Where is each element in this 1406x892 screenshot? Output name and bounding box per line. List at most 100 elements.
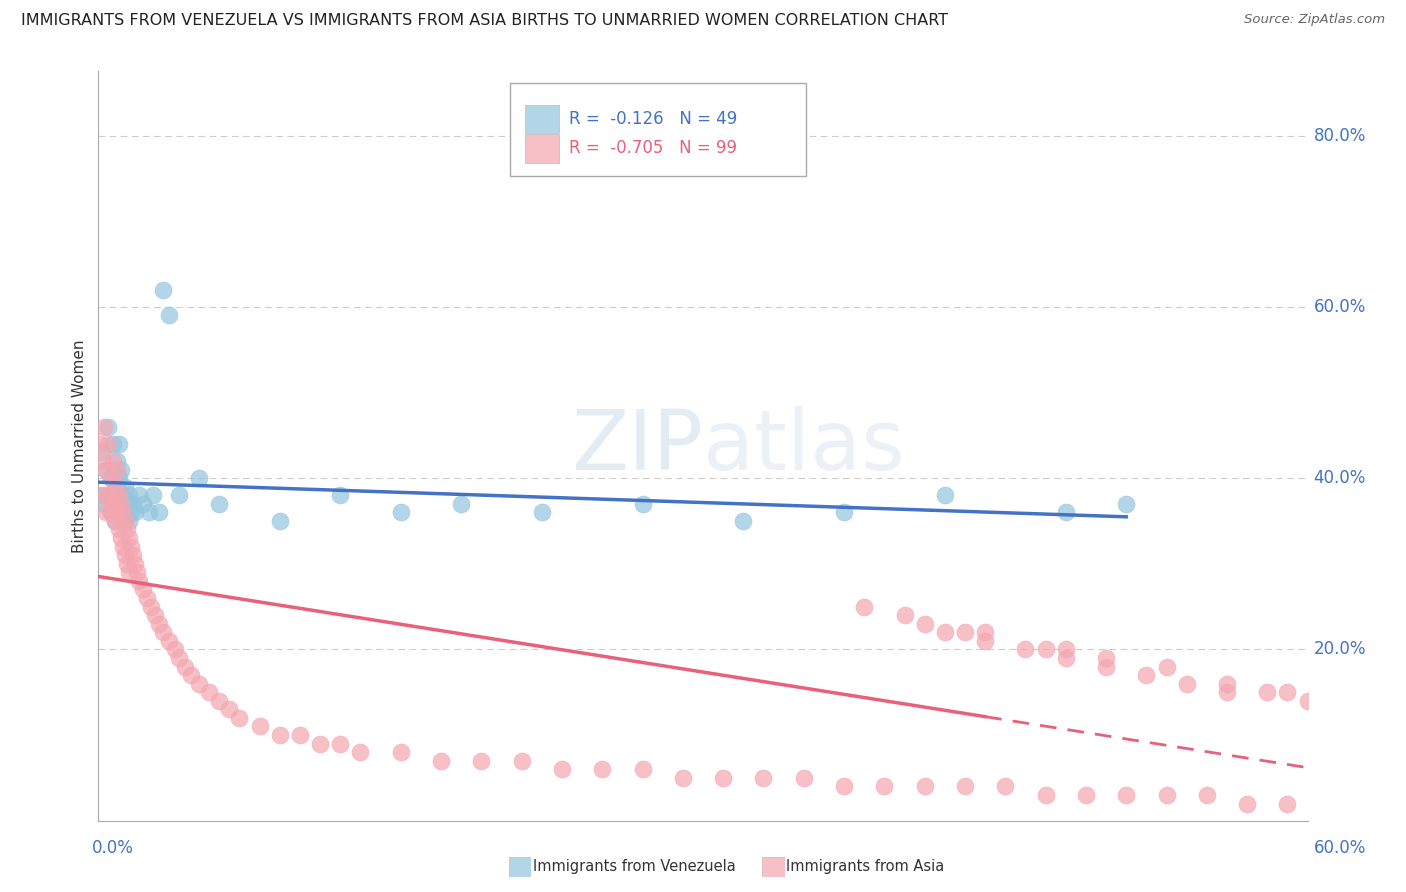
- Point: [1236, 797, 1258, 811]
- Point: [430, 754, 453, 768]
- Point: [110, 497, 132, 511]
- Point: [188, 676, 211, 690]
- Text: 60.0%: 60.0%: [1313, 839, 1367, 857]
- Point: [163, 642, 186, 657]
- Point: [974, 633, 997, 648]
- Point: [96, 462, 118, 476]
- Point: [711, 771, 734, 785]
- Point: [105, 505, 128, 519]
- Point: [551, 762, 574, 776]
- Point: [167, 651, 190, 665]
- Point: [1115, 788, 1137, 802]
- Point: [1156, 788, 1178, 802]
- Point: [953, 625, 976, 640]
- Point: [510, 754, 533, 768]
- Point: [132, 497, 155, 511]
- Text: IMMIGRANTS FROM VENEZUELA VS IMMIGRANTS FROM ASIA BIRTHS TO UNMARRIED WOMEN CORR: IMMIGRANTS FROM VENEZUELA VS IMMIGRANTS …: [21, 13, 948, 29]
- Text: Source: ZipAtlas.com: Source: ZipAtlas.com: [1244, 13, 1385, 27]
- Point: [118, 566, 141, 580]
- Point: [1296, 694, 1319, 708]
- Point: [148, 616, 170, 631]
- Point: [174, 659, 197, 673]
- Point: [832, 505, 855, 519]
- Bar: [526, 134, 560, 162]
- Point: [97, 437, 120, 451]
- Point: [121, 497, 143, 511]
- Point: [832, 780, 855, 794]
- Text: R =  -0.705   N = 99: R = -0.705 N = 99: [569, 139, 737, 157]
- Point: [107, 523, 129, 537]
- Point: [530, 505, 553, 519]
- Point: [148, 505, 170, 519]
- Text: 20.0%: 20.0%: [1313, 640, 1367, 658]
- Point: [974, 625, 997, 640]
- Point: [1035, 788, 1057, 802]
- Point: [1095, 651, 1118, 665]
- Point: [1035, 642, 1057, 657]
- Point: [115, 497, 138, 511]
- Point: [114, 548, 136, 562]
- Text: ZIP: ZIP: [571, 406, 703, 486]
- Point: [157, 633, 180, 648]
- Point: [125, 566, 148, 580]
- Point: [124, 557, 146, 571]
- Point: [100, 471, 122, 485]
- Point: [1277, 797, 1299, 811]
- Point: [110, 531, 132, 545]
- Point: [120, 505, 142, 519]
- Point: [631, 497, 654, 511]
- Point: [349, 745, 371, 759]
- Point: [105, 454, 128, 468]
- Point: [218, 702, 240, 716]
- Point: [103, 514, 125, 528]
- Point: [1256, 685, 1278, 699]
- Point: [1095, 659, 1118, 673]
- Point: [470, 754, 492, 768]
- Point: [208, 497, 231, 511]
- Point: [111, 505, 134, 519]
- Point: [142, 488, 165, 502]
- Point: [111, 488, 134, 502]
- Text: Immigrants from Venezuela: Immigrants from Venezuela: [533, 859, 735, 873]
- Point: [100, 505, 122, 519]
- Point: [329, 737, 352, 751]
- Point: [89, 488, 111, 502]
- Point: [309, 737, 332, 751]
- Point: [103, 480, 125, 494]
- Point: [450, 497, 472, 511]
- Point: [752, 771, 775, 785]
- Point: [1054, 651, 1077, 665]
- Point: [101, 497, 124, 511]
- Point: [103, 462, 125, 476]
- Point: [100, 505, 122, 519]
- Point: [1216, 685, 1239, 699]
- Point: [118, 488, 141, 502]
- Point: [114, 514, 136, 528]
- Point: [93, 419, 115, 434]
- Point: [115, 557, 138, 571]
- Point: [591, 762, 613, 776]
- Point: [105, 462, 128, 476]
- Point: [97, 419, 120, 434]
- Point: [110, 462, 132, 476]
- Point: [389, 505, 412, 519]
- Point: [672, 771, 695, 785]
- Point: [1054, 642, 1077, 657]
- Text: 40.0%: 40.0%: [1313, 469, 1367, 487]
- Point: [1014, 642, 1036, 657]
- Point: [103, 514, 125, 528]
- Point: [180, 668, 202, 682]
- Point: [853, 599, 876, 614]
- Point: [188, 471, 211, 485]
- Point: [208, 694, 231, 708]
- Point: [107, 437, 129, 451]
- Point: [329, 488, 352, 502]
- Point: [152, 625, 174, 640]
- Point: [114, 480, 136, 494]
- Point: [124, 505, 146, 519]
- Y-axis label: Births to Unmarried Women: Births to Unmarried Women: [72, 339, 87, 553]
- Point: [132, 582, 155, 597]
- Point: [91, 454, 114, 468]
- Point: [121, 548, 143, 562]
- Point: [994, 780, 1017, 794]
